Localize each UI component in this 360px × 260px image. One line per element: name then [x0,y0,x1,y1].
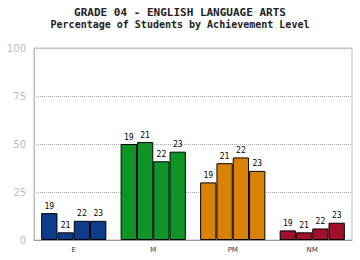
svg-text:21: 21 [61,221,71,230]
svg-text:22: 22 [157,150,167,159]
svg-text:M: M [150,246,156,254]
svg-text:23: 23 [173,140,183,149]
svg-text:21: 21 [140,131,150,140]
svg-text:19: 19 [44,202,54,211]
svg-text:50: 50 [13,139,26,150]
svg-text:23: 23 [332,211,342,220]
svg-text:23: 23 [252,159,262,168]
svg-text:22: 22 [236,146,246,155]
svg-text:NM: NM [307,246,318,254]
svg-text:22: 22 [77,209,87,218]
svg-text:GRADE 04 - ENGLISH LANGUAGE AR: GRADE 04 - ENGLISH LANGUAGE ARTS [74,6,286,19]
svg-text:19: 19 [124,133,134,142]
svg-text:Percentage of Students by Achi: Percentage of Students by Achievement Le… [51,19,310,30]
svg-text:21: 21 [299,221,309,230]
svg-text:0: 0 [20,235,26,246]
svg-text:23: 23 [93,209,103,218]
svg-text:E: E [72,246,76,254]
svg-text:75: 75 [13,91,26,102]
svg-text:19: 19 [283,219,293,228]
svg-text:21: 21 [220,152,230,161]
svg-text:100: 100 [7,43,26,54]
svg-text:PM: PM [228,246,238,254]
svg-text:22: 22 [316,217,326,226]
svg-text:19: 19 [203,171,213,180]
svg-text:25: 25 [13,187,26,198]
